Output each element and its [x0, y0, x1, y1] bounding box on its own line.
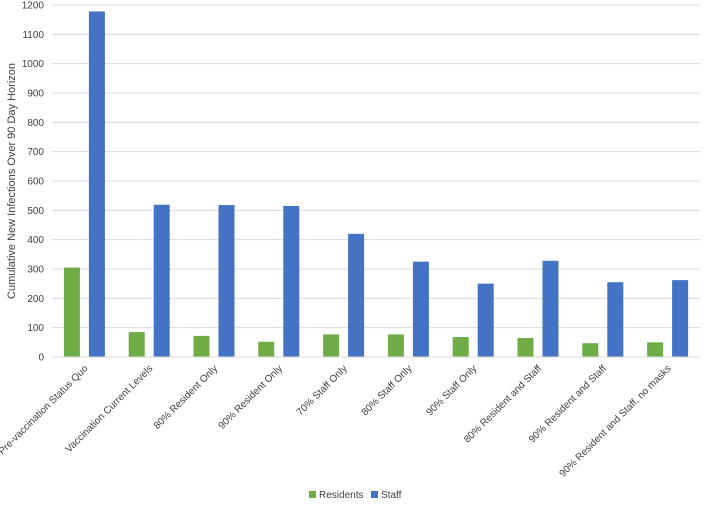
bar-residents-0	[63, 267, 80, 357]
y-tick-label: 300	[27, 265, 44, 276]
y-tick-label: 500	[27, 206, 44, 217]
bar-staff-9	[672, 280, 689, 357]
y-tick-label: 1200	[22, 1, 45, 12]
x-category-label: 90% Staff Only	[424, 363, 479, 418]
bar-residents-5	[387, 334, 404, 357]
gridlines	[52, 4, 700, 358]
y-tick-label: 200	[27, 294, 44, 305]
legend-swatch-residents	[309, 491, 316, 498]
x-category-label: 90% Resident Only	[217, 363, 285, 431]
x-category-label: 80% Staff Only	[360, 363, 415, 418]
y-tick-label: 800	[27, 118, 44, 129]
bar-staff-0	[88, 11, 105, 357]
bar-staff-1	[153, 204, 170, 357]
bar-residents-2	[193, 335, 210, 357]
x-category-label: 80% Resident Only	[152, 363, 220, 431]
bar-residents-7	[517, 337, 534, 357]
bar-residents-4	[323, 334, 340, 357]
bar-staff-6	[477, 283, 494, 357]
legend-label-staff: Staff	[381, 490, 402, 501]
legend: Residents Staff	[309, 490, 402, 501]
bar-residents-6	[452, 337, 469, 357]
y-axis-ticks: 0 100 200 300 400 500 600 700 800 900 1000 1100 1200	[22, 1, 45, 364]
bar-residents-1	[128, 332, 145, 357]
y-tick-label: 700	[27, 147, 44, 158]
y-tick-label: 900	[27, 89, 44, 100]
bar-residents-8	[582, 343, 599, 357]
y-tick-label: 1100	[22, 30, 44, 41]
y-tick-label: 0	[38, 353, 44, 364]
y-tick-label: 100	[27, 323, 44, 334]
x-category-label: 90% Resident and Staff, no masks	[558, 363, 674, 479]
y-tick-label: 600	[27, 177, 44, 188]
y-tick-label: 400	[27, 235, 44, 246]
bar-staff-2	[218, 205, 235, 357]
bar-staff-7	[542, 260, 559, 357]
bar-staff-5	[412, 261, 429, 357]
legend-swatch-staff	[371, 491, 378, 498]
y-axis-title: Cumulative New Infections Over 90 Day Ho…	[6, 63, 18, 299]
bar-residents-3	[258, 341, 275, 357]
bar-staff-4	[348, 233, 365, 357]
bars	[63, 11, 689, 357]
legend-label-residents: Residents	[319, 490, 363, 501]
y-tick-label: 1000	[22, 59, 45, 70]
bar-residents-9	[647, 342, 664, 357]
bar-staff-8	[607, 282, 624, 357]
bar-staff-3	[283, 205, 300, 357]
x-category-label: 70% Staff Only	[295, 363, 350, 418]
